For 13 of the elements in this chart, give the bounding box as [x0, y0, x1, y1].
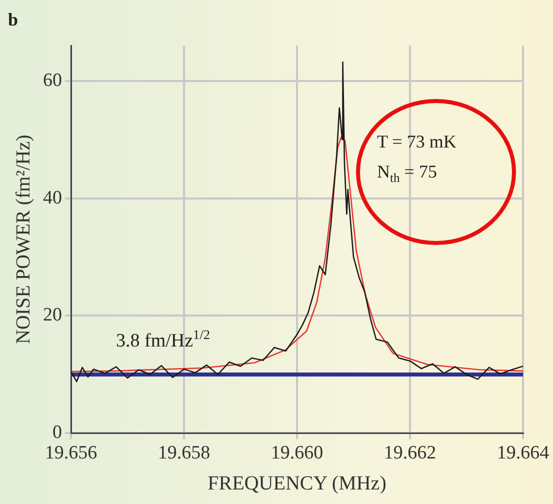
annotation: T = 73 mK — [377, 132, 456, 152]
y-tick-label: 20 — [43, 304, 62, 326]
x-tick-label: 19.664 — [496, 442, 550, 464]
x-tick-label: 19.658 — [158, 442, 210, 464]
x-tick-label: 19.656 — [44, 442, 98, 464]
chart-title: b — [8, 9, 18, 30]
y-axis-title: NOISE POWER (fm²/Hz) — [12, 134, 34, 344]
y-tick-label: 60 — [43, 70, 62, 91]
x-tick-label: 19.660 — [270, 442, 324, 464]
x-tick-label: 19.662 — [384, 442, 436, 464]
y-tick-label: 0 — [52, 422, 62, 444]
x-axis-title: FREQUENCY (MHz) — [208, 472, 386, 494]
y-tick-label: 40 — [43, 187, 62, 208]
